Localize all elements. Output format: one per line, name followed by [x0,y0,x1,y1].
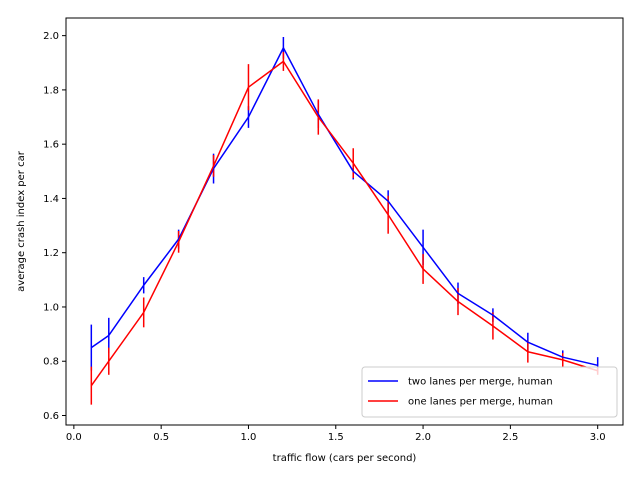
y-tick-label: 1.0 [43,302,59,313]
legend-label-two-lanes: two lanes per merge, human [408,377,553,388]
y-tick-label: 1.4 [43,194,59,205]
legend-label-one-lanes: one lanes per merge, human [408,397,553,408]
legend-box [361,366,618,418]
y-tick-label: 1.2 [43,248,59,259]
y-axis-ticks: 0.6 0.8 1.0 1.2 1.4 1.6 1.8 2.0 [43,31,66,422]
y-tick-label: 1.8 [43,85,59,96]
x-tick-label: 1.5 [328,432,344,443]
plot-frame [65,17,624,426]
x-tick-label: 1.0 [241,432,257,443]
y-tick-label: 0.8 [43,357,59,368]
series-lines [90,47,598,387]
series-line-1 [90,60,598,387]
series-line-0 [90,47,598,367]
x-tick-label: 2.0 [415,432,431,443]
x-tick-label: 3.0 [590,432,606,443]
y-tick-label: 1.6 [43,140,59,151]
y-tick-label: 2.0 [43,31,59,42]
x-tick-label: 0.0 [66,432,82,443]
x-tick-label: 2.5 [502,432,518,443]
y-axis-label: average crash index per car [16,150,27,292]
y-tick-label: 0.6 [43,411,59,422]
x-axis-ticks: 0.0 0.5 1.0 1.5 2.0 2.5 3.0 [66,425,606,443]
x-tick-label: 0.5 [153,432,169,443]
legend: two lanes per merge, human one lanes per… [361,366,618,418]
x-axis-label: traffic flow (cars per second) [273,453,417,464]
